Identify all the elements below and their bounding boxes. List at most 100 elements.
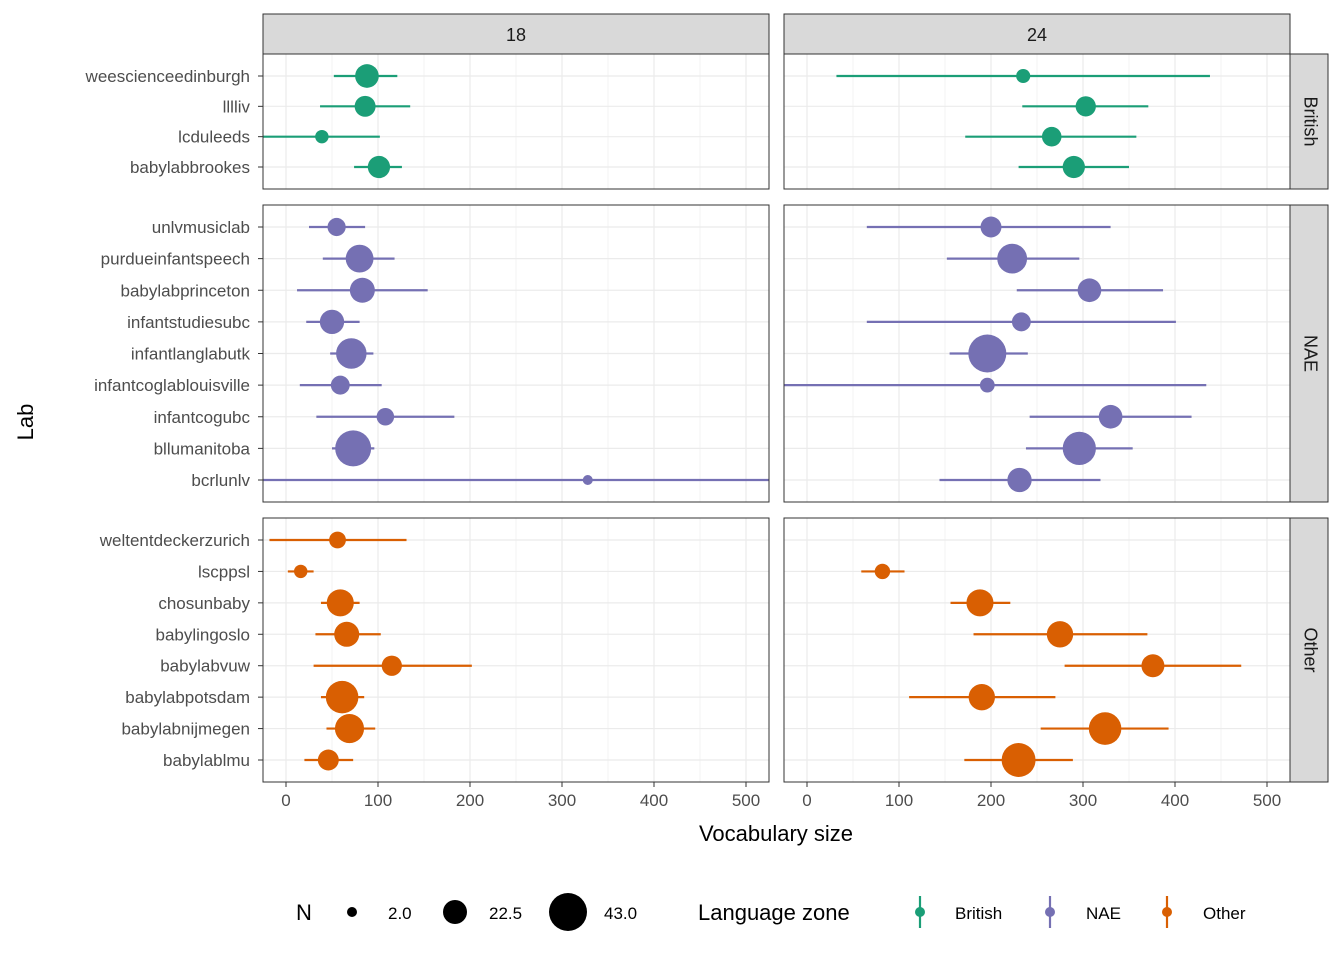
point-infantlanglabutk <box>968 334 1007 373</box>
series-18-Other <box>269 531 472 771</box>
point-babylabprinceton <box>1077 278 1102 303</box>
series-24-British <box>836 68 1210 179</box>
point-babylablmu <box>1001 743 1036 777</box>
legend-size-key <box>443 900 467 924</box>
point-babylabpotsdam <box>968 683 995 711</box>
point-purdueinfantspeech <box>345 244 374 273</box>
x-tick-label: 500 <box>732 791 760 810</box>
x-tick-label: 100 <box>364 791 392 810</box>
point-chosunbaby <box>326 589 354 617</box>
point-unlvmusiclab <box>980 216 1002 238</box>
series-24-Other <box>861 563 1242 777</box>
point-chosunbaby <box>966 589 994 617</box>
legend-color-key-point <box>1045 907 1055 917</box>
facet-strip-label: 18 <box>506 25 526 45</box>
point-babylabbrookes <box>367 155 391 179</box>
x-tick-label: 0 <box>281 791 290 810</box>
legend-size-label: 2.0 <box>388 904 412 923</box>
y-tick-label: infantcogubc <box>154 408 251 427</box>
x-tick-label: 200 <box>456 791 484 810</box>
y-tick-label: babylabpotsdam <box>125 688 250 707</box>
point-infantcogubc <box>1098 404 1123 429</box>
facet-strip-label: NAE <box>1300 335 1320 372</box>
panel-border <box>262 517 770 783</box>
facet-strip-Other <box>1289 517 1329 783</box>
y-tick-label: unlvmusiclab <box>152 218 250 237</box>
x-tick-label: 500 <box>1253 791 1281 810</box>
y-tick-label: babylabvuw <box>160 657 251 676</box>
y-tick-label: purdueinfantspeech <box>101 250 250 269</box>
point-infantcoglablouisville <box>330 375 350 395</box>
x-tick-label: 200 <box>977 791 1005 810</box>
facet-strip-British <box>1289 53 1329 190</box>
y-tick-label: babylabnijmegen <box>121 720 250 739</box>
y-axis-title: Lab <box>13 404 38 441</box>
legend-size-title: N <box>296 900 312 925</box>
x-tick-label: 400 <box>1161 791 1189 810</box>
y-tick-label: infantcoglablouisville <box>94 376 250 395</box>
point-babylabvuw <box>381 655 402 676</box>
panel-24-Other <box>783 517 1291 783</box>
point-weltentdeckerzurich <box>329 531 346 549</box>
facet-panels: 18 24 British NAE Other weescienceedinburgh ll… <box>85 13 1329 810</box>
panel-18-Other <box>262 517 770 783</box>
y-tick-label: lcduleeds <box>178 128 250 147</box>
panel-24-NAE <box>783 204 1291 503</box>
y-tick-label: babylingoslo <box>155 625 250 644</box>
y-tick-label: infantlanglabutk <box>131 345 251 364</box>
point-babylabprinceton <box>349 277 375 303</box>
legend-size-key <box>347 907 357 917</box>
x-tick-label: 300 <box>548 791 576 810</box>
point-infantlanglabutk <box>336 338 367 369</box>
x-axis-title: Vocabulary size <box>699 821 853 846</box>
y-tick-label: bcrlunlv <box>191 471 250 490</box>
legend-color-label: NAE <box>1086 904 1121 923</box>
panel-18-British <box>262 53 770 190</box>
panel-border <box>783 517 1291 783</box>
point-babylingoslo <box>1046 621 1074 648</box>
legend-color-label: British <box>955 904 1002 923</box>
y-tick-label: babylabprinceton <box>121 281 250 300</box>
point-babylabnijmegen <box>1088 712 1122 745</box>
point-infantcogubc <box>376 407 395 426</box>
point-lllliv <box>354 95 376 117</box>
facet-strip-24 <box>783 13 1291 55</box>
point-infantstudiesubc <box>319 309 345 335</box>
y-tick-label: bllumanitoba <box>154 439 251 458</box>
y-tick-label: weescienceedinburgh <box>85 67 250 86</box>
panel-border <box>783 53 1291 190</box>
panel-border <box>262 53 770 190</box>
point-bcrlunlv <box>582 475 593 485</box>
panel-18-NAE <box>262 204 770 503</box>
y-tick-label: infantstudiesubc <box>127 313 250 332</box>
x-tick-label: 0 <box>802 791 811 810</box>
y-tick-label: lllliv <box>223 97 251 116</box>
point-infantstudiesubc <box>1011 312 1031 332</box>
point-weescienceedinburgh <box>1016 68 1031 84</box>
x-tick-label: 300 <box>1069 791 1097 810</box>
point-babylabnijmegen <box>334 714 365 744</box>
facet-strip-label: Other <box>1300 627 1320 672</box>
point-lscppsl <box>294 564 308 579</box>
x-tick-label: 100 <box>885 791 913 810</box>
legend-size-label: 22.5 <box>489 904 522 923</box>
point-weescienceedinburgh <box>355 64 379 88</box>
point-bllumanitoba <box>335 430 372 467</box>
point-lscppsl <box>874 563 891 580</box>
point-babylabvuw <box>1141 654 1165 678</box>
series-24-NAE <box>784 216 1207 493</box>
point-bllumanitoba <box>1062 431 1096 465</box>
point-lcduleeds <box>1041 126 1062 147</box>
point-unlvmusiclab <box>327 217 346 237</box>
point-lllliv <box>1075 96 1096 117</box>
point-infantcoglablouisville <box>979 377 995 393</box>
y-tick-label: babylabbrookes <box>130 158 250 177</box>
facet-strip-label: 24 <box>1027 25 1047 45</box>
legend-color-title: Language zone <box>698 900 850 925</box>
panel-24-British <box>783 53 1291 190</box>
point-bcrlunlv <box>1007 467 1032 493</box>
x-tick-label: 400 <box>640 791 668 810</box>
point-lcduleeds <box>315 129 329 144</box>
point-babylingoslo <box>334 621 360 647</box>
